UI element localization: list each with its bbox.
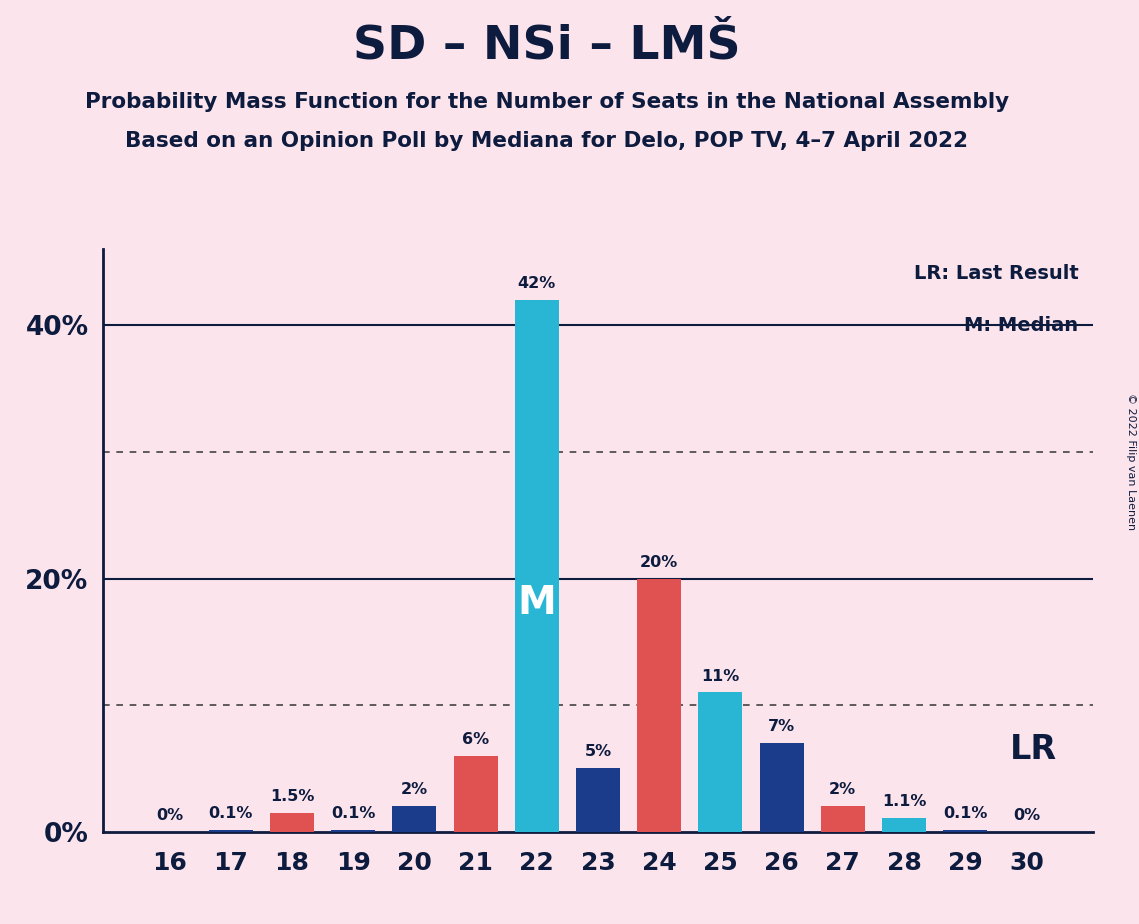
Text: 5%: 5% [584, 745, 612, 760]
Bar [882, 818, 926, 832]
Bar [208, 831, 253, 832]
Text: 6%: 6% [462, 732, 489, 747]
Text: 2%: 2% [401, 783, 428, 797]
Text: 20%: 20% [640, 554, 679, 569]
Bar [576, 769, 620, 832]
Text: LR: Last Result: LR: Last Result [913, 264, 1079, 283]
Text: 42%: 42% [517, 276, 556, 291]
Text: 0.1%: 0.1% [331, 807, 376, 821]
Text: 1.1%: 1.1% [882, 794, 926, 808]
Text: M: M [517, 584, 556, 622]
Text: © 2022 Filip van Laenen: © 2022 Filip van Laenen [1125, 394, 1136, 530]
Bar [637, 578, 681, 832]
Bar [515, 300, 559, 832]
Bar [331, 831, 375, 832]
Text: 7%: 7% [768, 719, 795, 735]
Bar [698, 692, 743, 832]
Text: 0%: 0% [156, 808, 183, 822]
Text: LR: LR [1010, 733, 1057, 766]
Text: SD – NSi – LMŠ: SD – NSi – LMŠ [353, 23, 740, 68]
Text: Based on an Opinion Poll by Mediana for Delo, POP TV, 4–7 April 2022: Based on an Opinion Poll by Mediana for … [125, 131, 968, 152]
Bar [760, 743, 804, 832]
Text: Probability Mass Function for the Number of Seats in the National Assembly: Probability Mass Function for the Number… [84, 92, 1009, 113]
Bar [392, 807, 436, 832]
Text: 0.1%: 0.1% [208, 807, 253, 821]
Text: 2%: 2% [829, 783, 857, 797]
Text: 1.5%: 1.5% [270, 789, 314, 804]
Text: 11%: 11% [702, 669, 739, 684]
Bar [821, 807, 865, 832]
Bar [270, 812, 314, 832]
Text: 0%: 0% [1013, 808, 1040, 822]
Text: 0.1%: 0.1% [943, 807, 988, 821]
Text: M: Median: M: Median [965, 316, 1079, 335]
Bar [453, 756, 498, 832]
Bar [943, 831, 988, 832]
